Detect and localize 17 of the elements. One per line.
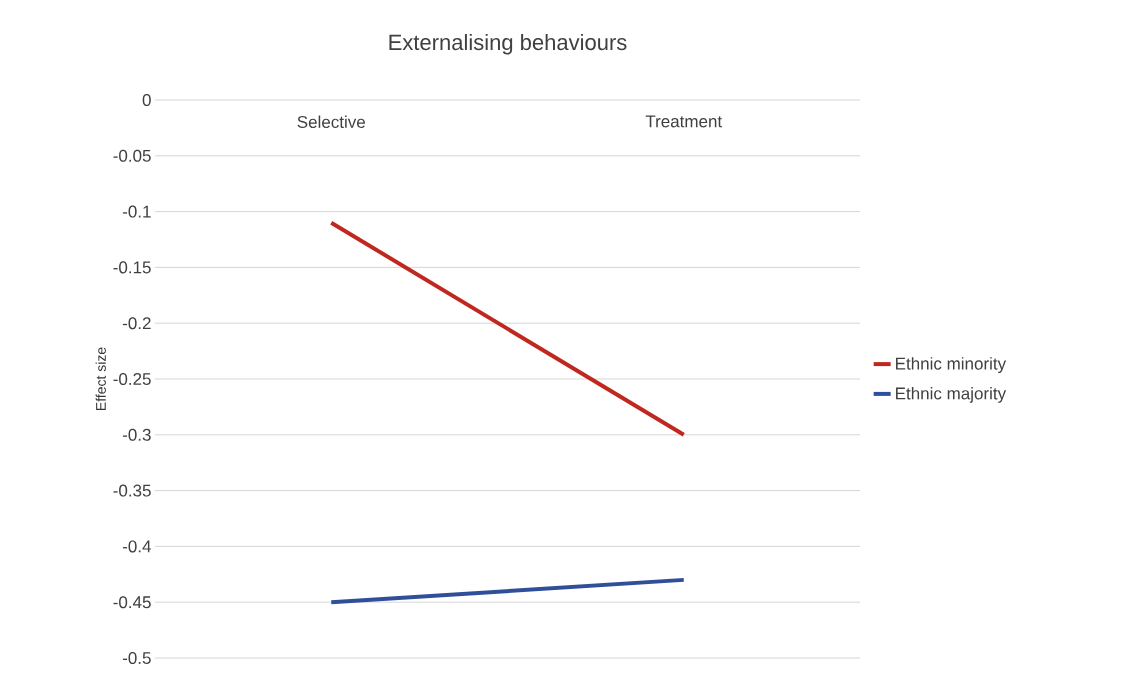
y-tick-label: -0.3 [122, 428, 151, 441]
x-tick-label: Selective [297, 115, 365, 129]
y-tick-label: -0.35 [113, 484, 151, 497]
y-tick-label: -0.5 [122, 651, 151, 665]
y-tick-label: 0 [142, 93, 151, 107]
y-tick-label: -0.15 [113, 261, 151, 274]
legend-label: Ethnic minority [896, 357, 1007, 374]
legend-label: Ethnic majority [896, 387, 1007, 403]
y-tick-label: -0.05 [113, 149, 151, 162]
y-axis-title: Effect size [95, 347, 106, 410]
y-tick-label: -0.4 [122, 540, 151, 553]
x-tick-label: Treatment [645, 115, 723, 128]
y-tick-label: -0.45 [113, 596, 151, 609]
y-tick-label: -0.1 [122, 205, 151, 218]
y-tick-label: -0.25 [113, 372, 151, 386]
chart-title: Externalising behaviours [389, 33, 627, 55]
y-tick-label: -0.2 [122, 317, 151, 330]
